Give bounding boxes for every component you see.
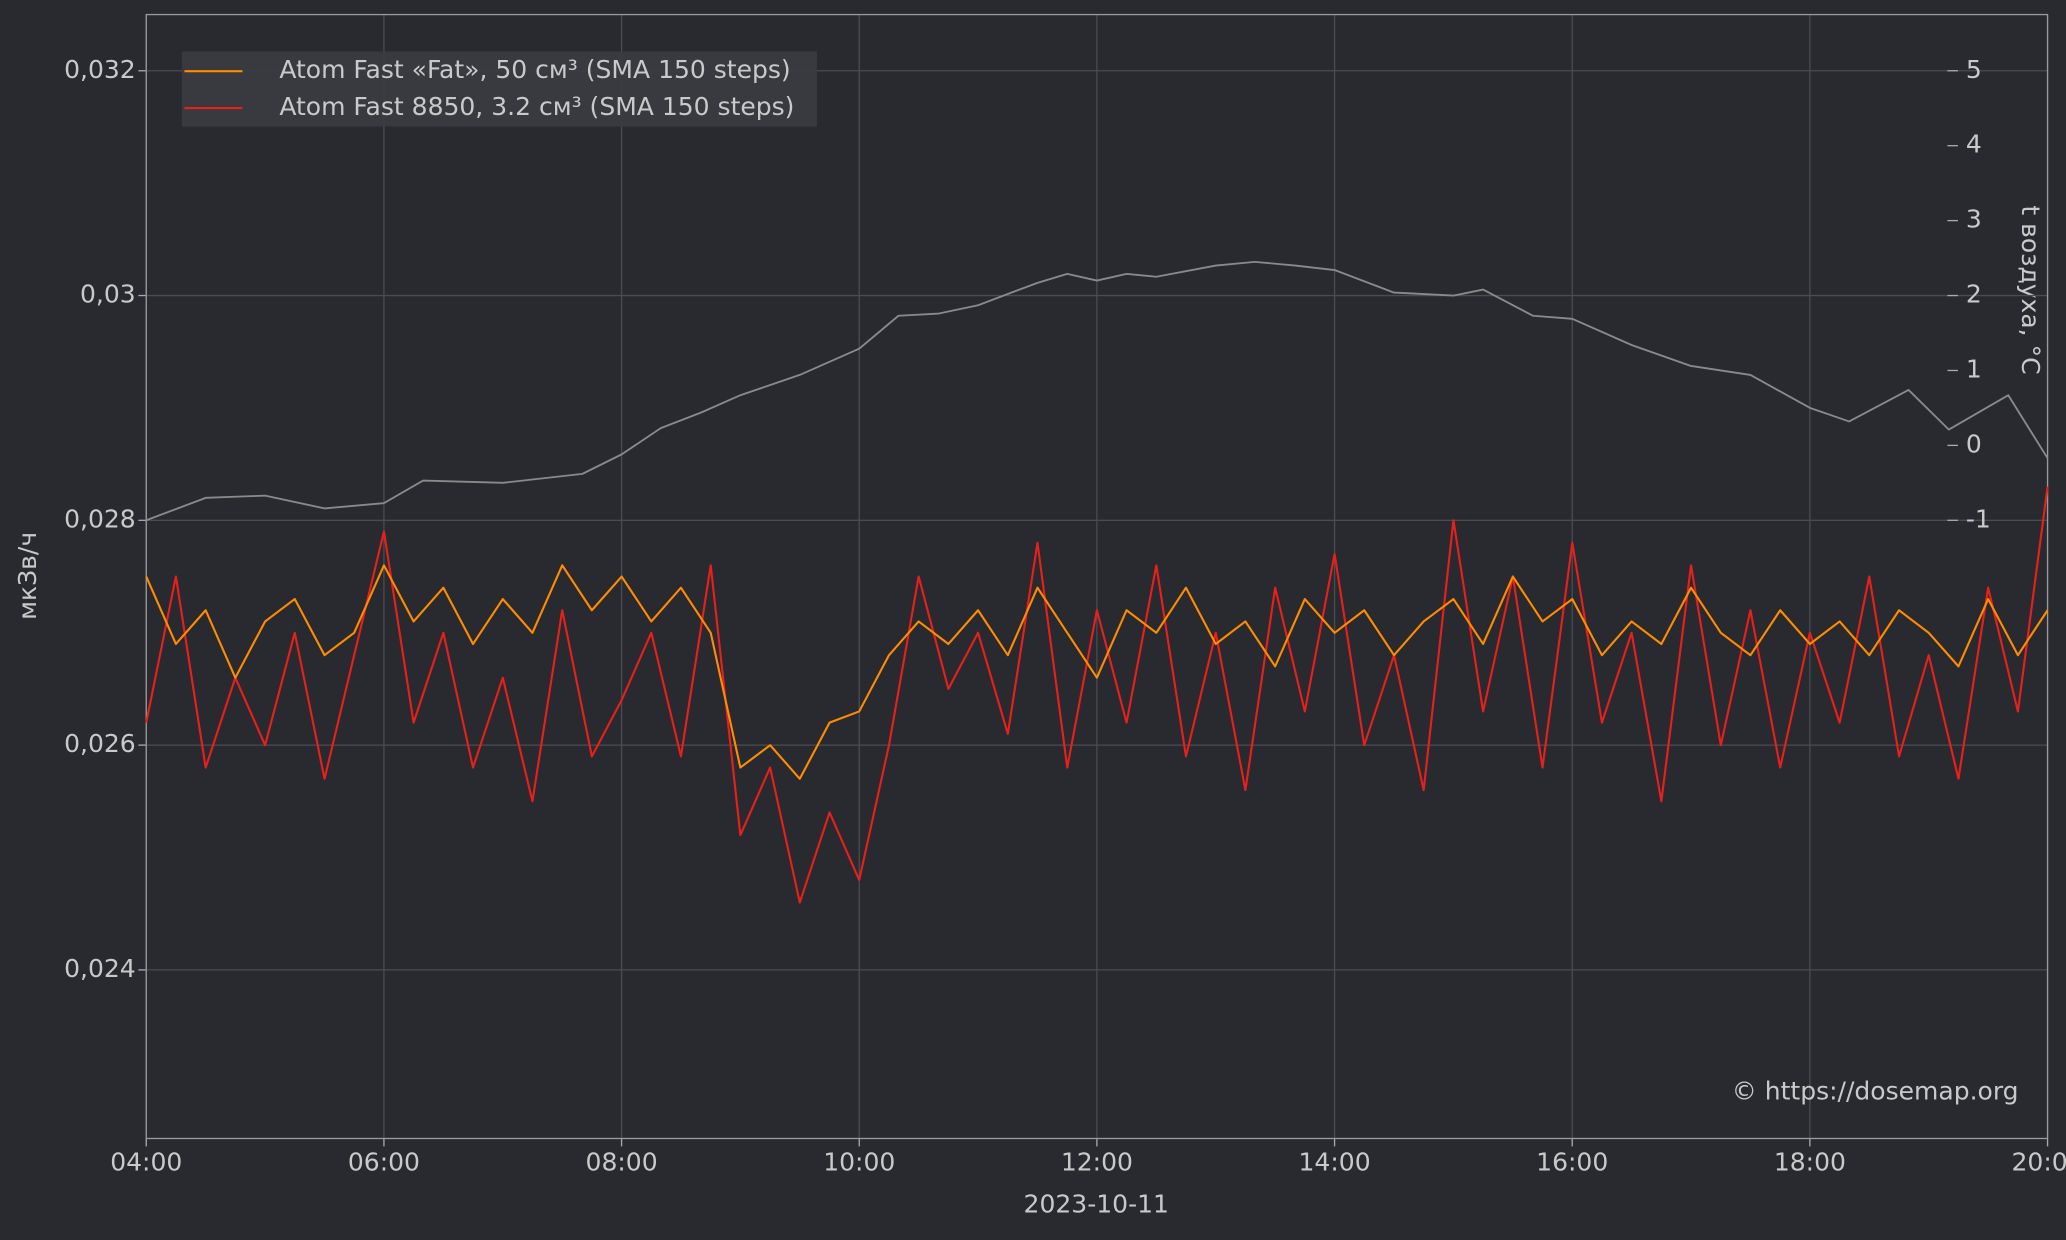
y2-tick-label: 1 xyxy=(1966,354,1982,383)
y2-tick-label: 2 xyxy=(1966,280,1982,309)
y2-axis-label: t воздуха, °С xyxy=(2016,205,2045,374)
y2-tick-label: -1 xyxy=(1966,504,1991,533)
y2-tick-label: 5 xyxy=(1966,55,1982,84)
legend-box xyxy=(181,51,817,127)
y-tick-label: 0,026 xyxy=(64,729,136,758)
y-axis-label: мкЗв/ч xyxy=(13,532,42,620)
y2-tick-label: 4 xyxy=(1966,130,1982,159)
y2-tick-label: 0 xyxy=(1966,429,1982,458)
x-tick-label: 12:00 xyxy=(1061,1148,1133,1177)
y-tick-label: 0,032 xyxy=(64,55,136,84)
x-axis-label: 2023-10-11 xyxy=(1024,1190,1169,1219)
watermark: © https://dosemap.org xyxy=(1732,1076,2019,1105)
x-tick-label: 16:00 xyxy=(1536,1148,1608,1177)
x-tick-label: 14:00 xyxy=(1299,1148,1371,1177)
y-tick-label: 0,024 xyxy=(64,954,136,983)
x-tick-label: 06:00 xyxy=(348,1148,420,1177)
plot-frame xyxy=(145,13,2049,1140)
series-line xyxy=(145,260,2049,522)
y-tick-label: 0,028 xyxy=(64,504,136,533)
y-tick-label: 0,03 xyxy=(80,280,136,309)
x-tick-label: 18:00 xyxy=(1774,1148,1846,1177)
y2-tick-label: 3 xyxy=(1966,205,1982,234)
x-tick-label: 10:00 xyxy=(823,1148,895,1177)
x-tick-label: 20:00 xyxy=(2012,1148,2066,1177)
x-tick-label: 04:00 xyxy=(110,1148,182,1177)
series-line xyxy=(145,564,2049,780)
legend-label: Atom Fast 8850, 3.2 см³ (SMA 150 steps) xyxy=(279,92,794,121)
series-line xyxy=(145,486,2049,904)
legend-label: Atom Fast «Fat», 50 см³ (SMA 150 steps) xyxy=(279,55,790,84)
x-tick-label: 08:00 xyxy=(586,1148,658,1177)
